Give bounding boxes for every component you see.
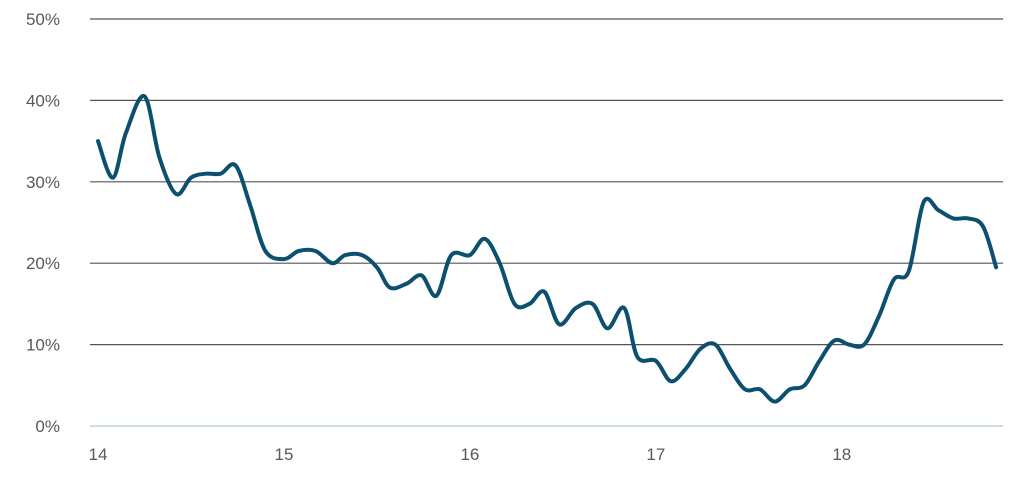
gridlines	[90, 18, 1003, 427]
x-axis-tick-labels: 14 15 16 17 18	[89, 445, 852, 464]
x-tick-label: 16	[460, 445, 479, 464]
x-tick-label: 17	[646, 445, 665, 464]
y-tick-label: 20%	[26, 254, 60, 273]
y-tick-label: 10%	[26, 336, 60, 355]
y-tick-label: 50%	[26, 10, 60, 29]
x-tick-label: 14	[89, 445, 108, 464]
y-axis-tick-labels: 0% 10% 20% 30% 40% 50%	[26, 10, 60, 436]
y-tick-label: 30%	[26, 173, 60, 192]
x-tick-label: 18	[832, 445, 851, 464]
series-line	[96, 94, 999, 404]
y-tick-label: 0%	[35, 417, 60, 436]
y-tick-label: 40%	[26, 91, 60, 110]
x-tick-label: 15	[274, 445, 293, 464]
